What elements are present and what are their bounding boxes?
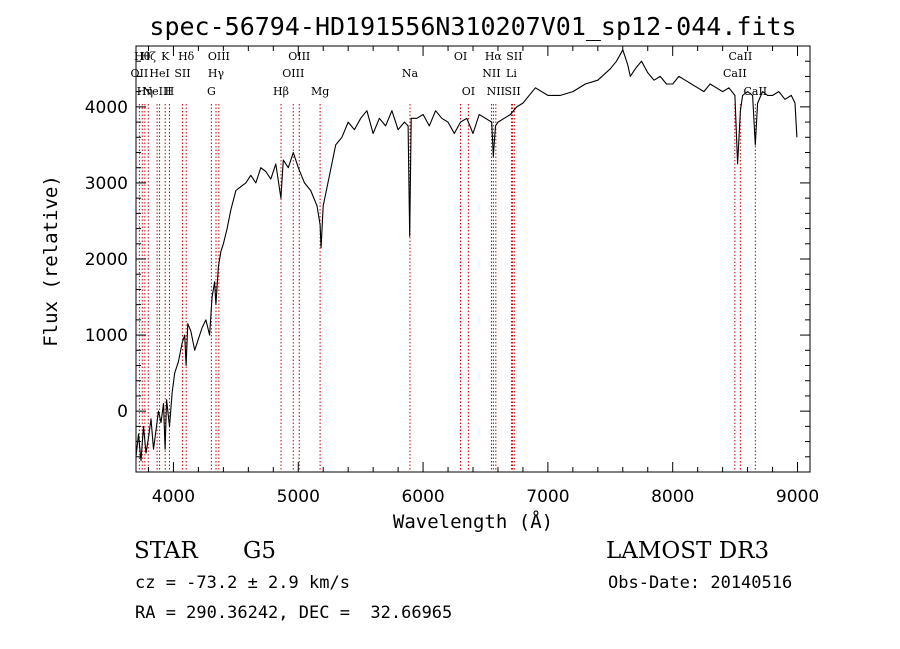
line-label: Hβ <box>273 85 289 98</box>
plot-frame <box>135 45 811 473</box>
line-label: Na <box>402 67 419 80</box>
y-tick-label: 1000 <box>85 326 128 346</box>
y-tick-label: 3000 <box>85 174 128 194</box>
emission-line-markers <box>138 104 756 472</box>
redshift-velocity: cz = -73.2 ± 2.9 km/s <box>135 573 350 593</box>
x-axis-label: Wavelength (Å) <box>393 510 553 533</box>
x-tick-label: 9000 <box>776 487 819 507</box>
line-label: SII <box>504 85 520 98</box>
line-label: Hη <box>137 85 153 98</box>
y-tick-label: 0 <box>117 402 128 422</box>
x-tick-label: 6000 <box>401 487 444 507</box>
line-label: NII <box>487 85 505 98</box>
line-label: NII <box>482 67 500 80</box>
line-label: Hδ <box>178 50 195 63</box>
line-label: Hα <box>485 50 503 63</box>
emission-line-labels: OII Hθ Hη Hζ NeIII HeI K H SII Hδ G Hγ OIII Hβ OIII OII… <box>131 50 768 98</box>
line-label: H <box>165 85 175 98</box>
line-label: G <box>207 85 216 98</box>
y-tick-label: 4000 <box>85 98 128 118</box>
y-axis: 0 1000 2000 3000 4000 <box>85 45 810 473</box>
line-label: Hθ <box>134 50 151 63</box>
line-label: NeIII <box>143 85 172 98</box>
x-tick-label: 4000 <box>152 487 195 507</box>
line-label: K <box>161 50 170 63</box>
x-axis: 4000 5000 6000 7000 8000 9000 <box>147 46 819 507</box>
line-label: OII <box>131 67 149 80</box>
chart-title: spec-56794-HD191556N310207V01_sp12-044.f… <box>149 12 796 41</box>
object-class: STAR <box>134 538 198 564</box>
y-tick-label: 2000 <box>85 250 128 270</box>
line-label: OIII <box>282 67 304 80</box>
line-label: OIII <box>208 50 230 63</box>
line-label: SII <box>174 67 190 80</box>
line-label: OI <box>462 85 475 98</box>
line-label: OI <box>454 50 467 63</box>
y-axis-label: Flux (relative) <box>40 175 62 347</box>
spectral-subclass: G5 <box>243 538 277 564</box>
line-label: Mg <box>311 85 329 98</box>
x-tick-label: 5000 <box>277 487 320 507</box>
line-label: HeI <box>149 67 169 80</box>
line-label: CaII <box>723 67 747 80</box>
line-label: SII <box>506 50 522 63</box>
sky-coordinates: RA = 290.36242, DEC = 32.66965 <box>135 603 453 623</box>
line-label: OIII <box>288 50 310 63</box>
line-label: Hγ <box>208 67 225 80</box>
spectrum-line <box>135 49 798 462</box>
line-label: CaII <box>729 50 753 63</box>
survey-name: LAMOST DR3 <box>606 538 770 564</box>
x-tick-label: 7000 <box>526 487 569 507</box>
x-tick-label: 8000 <box>651 487 694 507</box>
line-label: Li <box>506 67 517 80</box>
observation-date: Obs-Date: 20140516 <box>608 573 793 593</box>
line-label: Hζ <box>140 50 156 63</box>
